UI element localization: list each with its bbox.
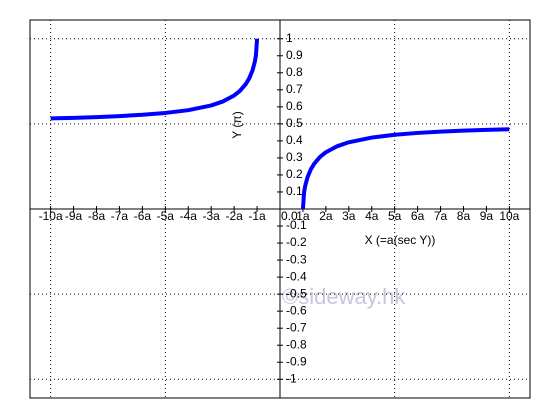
x-tick-label: 4a — [365, 209, 379, 223]
curve — [300, 127, 510, 210]
y-tick-label: -0.3 — [286, 252, 307, 266]
curve — [50, 38, 260, 121]
x-tick-label: -7a — [111, 209, 129, 223]
y-tick-label: -0.7 — [286, 320, 307, 334]
x-tick-label: -6a — [134, 209, 152, 223]
x-tick-label: -9a — [65, 209, 83, 223]
x-tick-label: -5a — [157, 209, 175, 223]
y-tick-label: -0.6 — [286, 303, 307, 317]
y-tick-label: 0.3 — [286, 150, 303, 164]
y-tick-label: -1 — [286, 371, 297, 385]
y-tick-label: 0.8 — [286, 65, 303, 79]
x-tick-label: 8a — [457, 209, 471, 223]
x-tick-label: -2a — [225, 209, 243, 223]
x-tick-label: -8a — [88, 209, 106, 223]
x-tick-label: -3a — [203, 209, 221, 223]
x-tick-label: -4a — [180, 209, 198, 223]
x-tick-label: 1a — [296, 209, 310, 223]
x-tick-label: 5a — [388, 209, 402, 223]
y-tick-label: -0.5 — [286, 286, 307, 300]
y-tick-label: 0.6 — [286, 99, 303, 113]
y-tick-label: -0.9 — [286, 354, 307, 368]
x-tick-label: 3a — [342, 209, 356, 223]
y-tick-label: -0.1 — [286, 218, 307, 232]
y-axis-label: Y (π) — [230, 111, 244, 138]
x-tick-label: 6a — [411, 209, 425, 223]
x-tick-label: 9a — [480, 209, 494, 223]
y-tick-label: -0.2 — [286, 235, 307, 249]
x-tick-label: -10a — [39, 209, 63, 223]
x-tick-label: 0.0 — [281, 209, 298, 223]
y-tick-label: 0.2 — [286, 167, 303, 181]
watermark: ©sideway.hk — [282, 284, 406, 309]
x-tick-label: 7a — [434, 209, 448, 223]
y-tick-label: -0.4 — [286, 269, 307, 283]
y-tick-label: 0.7 — [286, 82, 303, 96]
y-tick-label: 0.1 — [286, 184, 303, 198]
y-tick-label: 0.5 — [286, 116, 303, 130]
y-tick-label: 1 — [286, 31, 293, 45]
x-axis-label: X (=a(sec Y)) — [365, 233, 436, 247]
y-tick-label: 0.4 — [286, 133, 303, 147]
x-tick-label: 10a — [499, 209, 519, 223]
x-tick-label: -1a — [248, 209, 266, 223]
x-tick-label: 2a — [319, 209, 333, 223]
y-tick-label: 0.9 — [286, 48, 303, 62]
y-tick-label: -0.8 — [286, 337, 307, 351]
